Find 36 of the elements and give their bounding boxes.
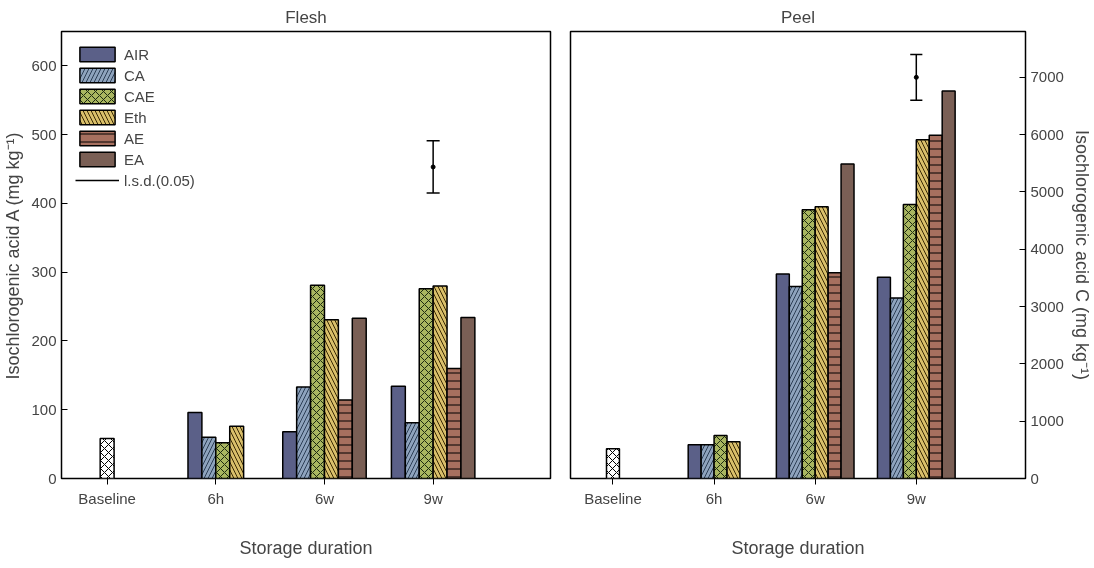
y2-axis-title: Isochlorogenic acid C (mg kg⁻¹) [1071, 129, 1092, 381]
y-tick-label: 500 [31, 125, 57, 143]
x-tick-label: 6w [805, 489, 825, 507]
y2-tick-label: 5000 [1030, 182, 1064, 200]
y2-tick-label: 1000 [1030, 412, 1064, 430]
legend-label: CA [124, 66, 145, 84]
x-tick-label: 9w [906, 489, 927, 507]
y2-tick-label: 3000 [1030, 297, 1064, 315]
legend-label: Eth [124, 108, 147, 126]
x-axis-title: Storage duration [239, 537, 373, 558]
y2-tick-label: 7000 [1030, 68, 1064, 86]
x-tick-label: 6h [207, 489, 225, 507]
x-tick-label: 6h [705, 489, 723, 507]
legend-label: CAE [124, 87, 155, 105]
y-tick-label: 0 [48, 469, 57, 487]
y2-tick-label: 6000 [1030, 125, 1064, 143]
legend-label: EA [124, 150, 145, 168]
y2-tick-label: 0 [1030, 469, 1039, 487]
y-tick-label: 600 [31, 56, 57, 74]
x-axis-title: Storage duration [731, 537, 865, 558]
y2-tick-label: 2000 [1030, 354, 1064, 372]
y-tick-label: 300 [31, 263, 57, 281]
chart-title: Peel [780, 7, 816, 27]
legend-label: AE [124, 129, 145, 147]
x-tick-label: Baseline [78, 489, 136, 507]
legend-label: l.s.d.(0.05) [124, 171, 195, 189]
legend-label: AIR [124, 45, 150, 63]
y-tick-label: 400 [31, 194, 57, 212]
chart-title: Flesh [285, 7, 327, 27]
x-tick-label: 9w [423, 489, 443, 507]
y-axis-title: Isochlorogenic acid A (mg kg⁻¹) [3, 132, 24, 380]
y-tick-label: 200 [31, 331, 57, 349]
x-tick-label: 6w [314, 489, 335, 507]
y-tick-label: 100 [31, 400, 57, 418]
y2-tick-label: 4000 [1030, 240, 1064, 258]
x-tick-label: Baseline [584, 489, 642, 507]
